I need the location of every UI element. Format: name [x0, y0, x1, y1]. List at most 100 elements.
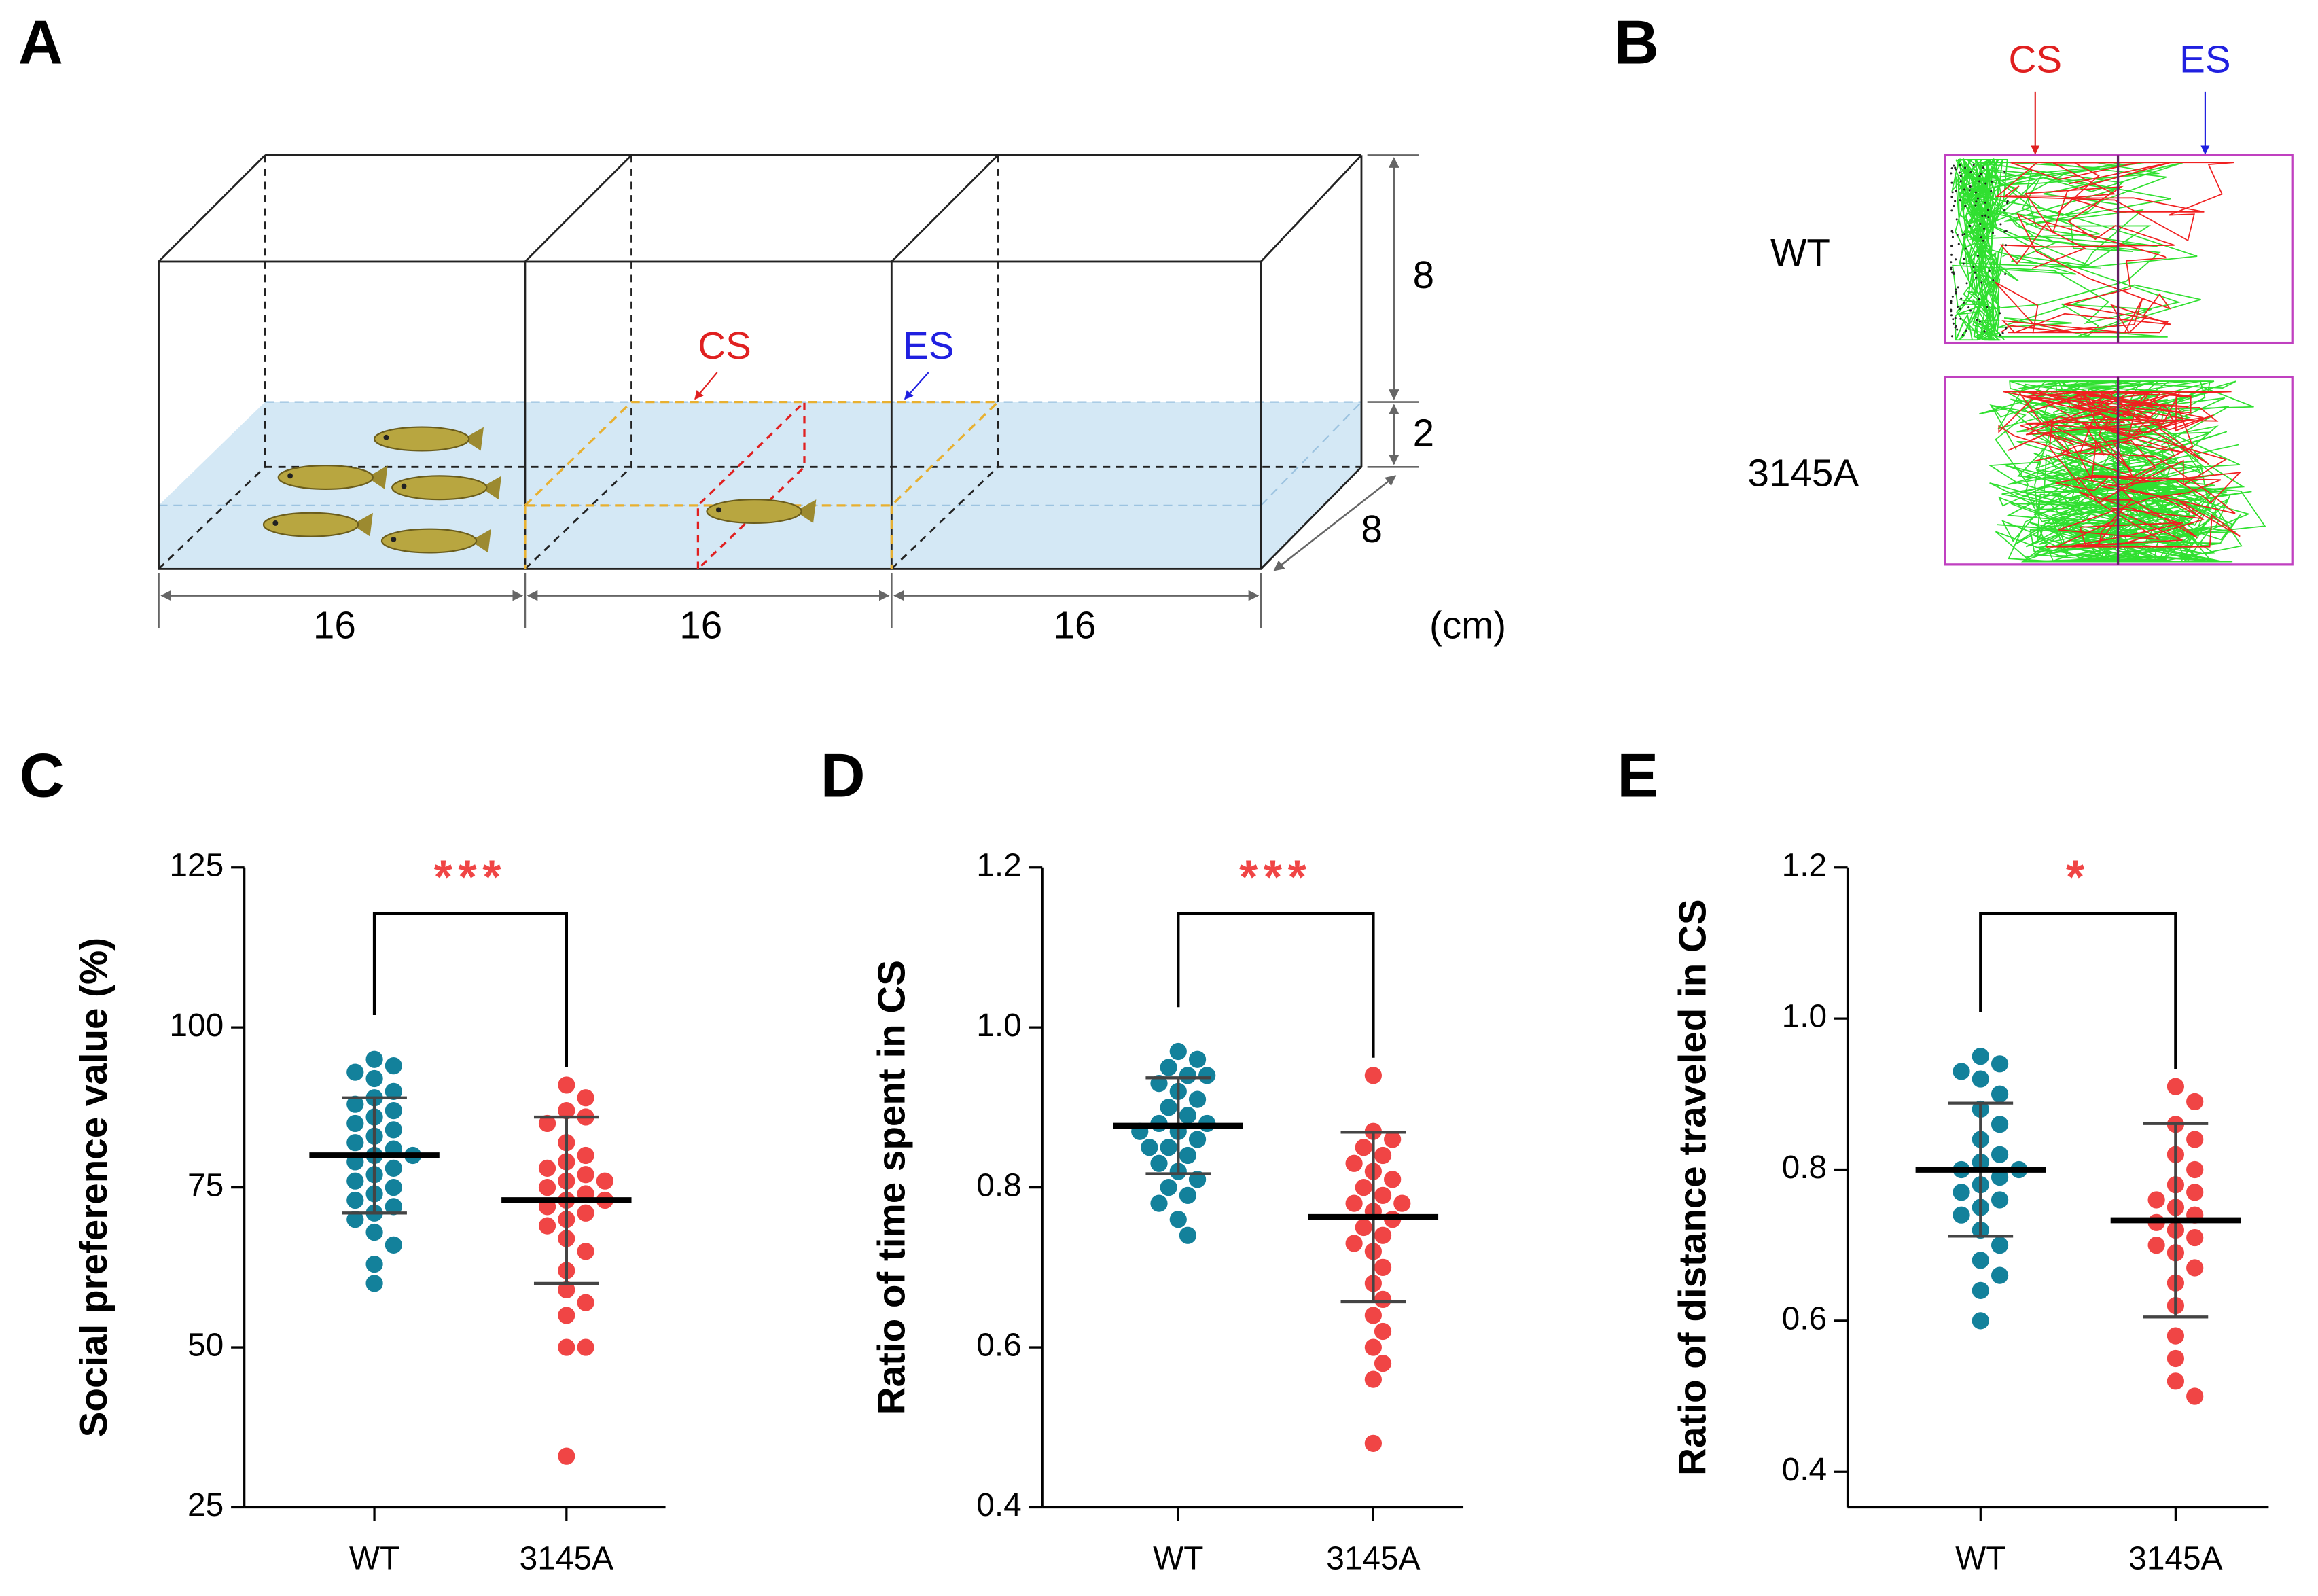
data-point — [1991, 1191, 2009, 1209]
track-dot — [1956, 234, 1959, 236]
data-point — [2167, 1327, 2185, 1345]
data-point — [1374, 1322, 1392, 1341]
data-point — [365, 1050, 383, 1068]
data-point — [1953, 1063, 1970, 1080]
fish-tail — [795, 499, 817, 523]
track-dot — [1965, 282, 1968, 285]
track-dot — [1952, 322, 1955, 325]
track-dot — [1950, 300, 1953, 302]
y-axis-title: Ratio of distance traveled in CS — [1671, 899, 1713, 1475]
track-dot — [1959, 199, 1961, 202]
tracks — [1950, 157, 2266, 563]
data-point — [385, 1198, 402, 1216]
track-dot — [1999, 223, 2002, 226]
track-dot — [1963, 258, 1965, 260]
data-point — [577, 1243, 594, 1260]
track-dot — [1984, 214, 1987, 217]
track-dot — [1974, 204, 1977, 207]
data-point — [577, 1338, 594, 1356]
y-axis-title: Ratio of time spent in CS — [870, 960, 913, 1415]
data-point — [1991, 1237, 2009, 1254]
data-point — [577, 1089, 594, 1107]
track-dot — [1975, 276, 1978, 279]
fish-body — [380, 528, 478, 554]
track-dot — [1980, 173, 1982, 175]
track-dot — [1950, 261, 1953, 264]
data-point — [1160, 1059, 1177, 1076]
data-point — [2167, 1078, 2185, 1095]
data-point — [346, 1095, 364, 1113]
track-dot — [1959, 307, 1961, 311]
track-dot — [1953, 272, 1955, 275]
track-dot — [2005, 244, 2008, 247]
track — [1952, 162, 2198, 324]
dim-label: 2 — [1413, 412, 1434, 455]
data-point — [385, 1121, 402, 1139]
track-dot — [1979, 222, 1982, 226]
cs-label: CS — [2008, 37, 2062, 80]
track-dot — [1975, 200, 1978, 203]
track-dot — [1969, 309, 1972, 312]
track — [1957, 159, 2008, 241]
track-dot — [1976, 197, 1979, 200]
y-axis-title: Social preference value (%) — [72, 938, 115, 1437]
data-point — [2186, 1228, 2204, 1247]
data-point — [2147, 1191, 2165, 1209]
data-point — [385, 1101, 402, 1120]
track-dot — [2003, 170, 2006, 173]
data-point — [1374, 1258, 1392, 1276]
track-dot — [2006, 202, 2009, 205]
row-label: WT — [1770, 231, 1830, 274]
es-arrow — [904, 372, 929, 400]
data-point — [1141, 1139, 1158, 1156]
data-point — [1384, 1131, 1402, 1148]
track-dot — [1990, 190, 1993, 192]
panel-letter: B — [1614, 8, 1659, 77]
data-point — [2167, 1372, 2185, 1390]
track-dot — [1950, 314, 1953, 317]
track-dot — [1964, 247, 1967, 250]
track-dot — [1984, 182, 1987, 185]
track-dot — [1961, 334, 1964, 336]
track-dot — [1978, 320, 1981, 323]
track-dot — [1950, 196, 1953, 198]
y-tick-label: 25 — [188, 1487, 224, 1523]
charts: C Social preference value (%) 25 50 75 100 125… — [20, 741, 2269, 1576]
data-point — [1374, 1226, 1392, 1244]
track — [1999, 162, 2175, 334]
data-point — [346, 1211, 364, 1228]
track-dot — [1955, 292, 1957, 295]
cs-arrow — [694, 372, 718, 400]
track-dot — [1976, 254, 1979, 257]
track-dot — [1961, 234, 1964, 236]
track-dot — [1954, 317, 1957, 319]
track-dot — [1954, 200, 1957, 202]
track-dot — [1957, 286, 1959, 289]
data-point — [1972, 1252, 1989, 1269]
track-dot — [1959, 175, 1962, 177]
track-dot — [1955, 190, 1957, 192]
track — [1967, 162, 2183, 267]
dimensions — [158, 154, 1419, 628]
track-dot — [1972, 266, 1975, 268]
track-dot — [1963, 301, 1965, 304]
track-dot — [2005, 230, 2008, 232]
es-label: ES — [2179, 37, 2230, 80]
track-dot — [2004, 273, 2007, 276]
x-tick-label: WT — [1153, 1540, 1203, 1576]
track-dot — [1984, 201, 1986, 204]
data-point — [2186, 1387, 2204, 1405]
data-point — [1160, 1139, 1177, 1156]
data-point — [1953, 1184, 1970, 1201]
data-point — [365, 1223, 383, 1241]
data-point — [365, 1256, 383, 1273]
y-tick-label: 0.6 — [1782, 1301, 1827, 1337]
data-point — [1991, 1055, 2009, 1073]
data-point — [558, 1101, 575, 1120]
dim-label: 16 — [679, 603, 722, 646]
track-dot — [1986, 306, 1989, 308]
track-dot — [1988, 269, 1991, 272]
x-tick-label: 3145A — [520, 1540, 613, 1576]
